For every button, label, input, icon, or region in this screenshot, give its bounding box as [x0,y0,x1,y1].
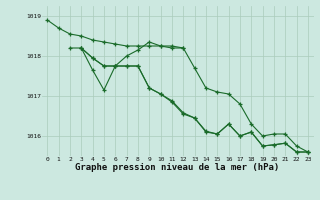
X-axis label: Graphe pression niveau de la mer (hPa): Graphe pression niveau de la mer (hPa) [76,163,280,172]
